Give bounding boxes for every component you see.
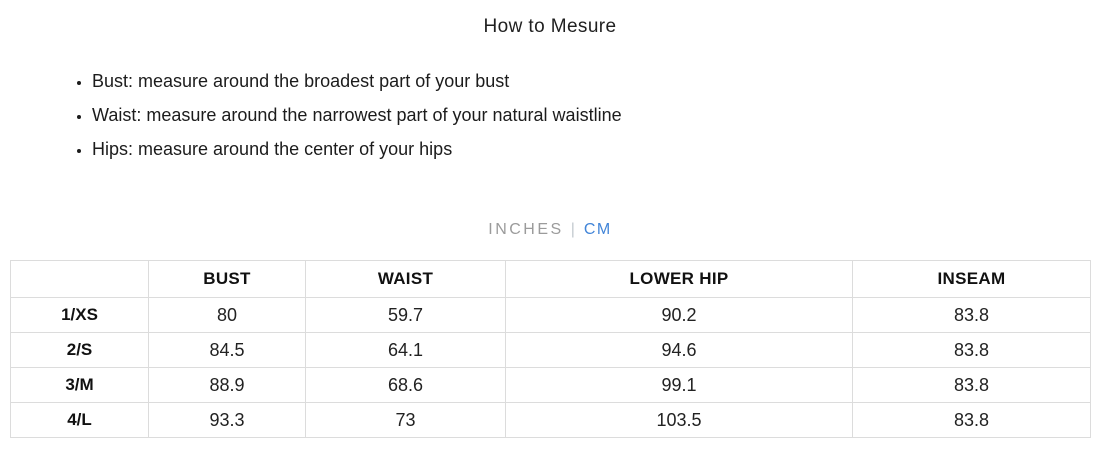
size-label: 4/L <box>10 402 149 438</box>
unit-option-cm[interactable]: CM <box>583 221 612 238</box>
instruction-item-hips: Hips: measure around the center of your … <box>92 138 1100 161</box>
table-row-3m: 3/M 88.9 68.6 99.1 83.8 <box>10 367 1091 403</box>
waist-value: 73 <box>305 402 506 438</box>
unit-toggle: INCHES | CM <box>0 221 1100 239</box>
size-label: 2/S <box>10 332 149 368</box>
bust-value: 84.5 <box>148 332 306 368</box>
header-bust: BUST <box>148 260 306 298</box>
unit-toggle-separator: | <box>570 221 575 238</box>
header-waist: WAIST <box>305 260 506 298</box>
header-lower-hip: LOWER HIP <box>505 260 853 298</box>
lower-hip-value: 99.1 <box>505 367 853 403</box>
lower-hip-value: 90.2 <box>505 297 853 333</box>
size-label: 1/XS <box>10 297 149 333</box>
waist-value: 64.1 <box>305 332 506 368</box>
table-row-1xs: 1/XS 80 59.7 90.2 83.8 <box>10 297 1091 333</box>
inseam-value: 83.8 <box>852 297 1091 333</box>
header-size-empty <box>10 260 149 298</box>
waist-value: 68.6 <box>305 367 506 403</box>
size-chart-table: BUST WAIST LOWER HIP INSEAM 1/XS 80 59.7… <box>10 260 1091 438</box>
unit-option-inches[interactable]: INCHES <box>488 221 564 238</box>
inseam-value: 83.8 <box>852 367 1091 403</box>
table-row-4l: 4/L 93.3 73 103.5 83.8 <box>10 402 1091 438</box>
size-guide-page: How to Mesure Bust: measure around the b… <box>0 16 1100 475</box>
page-title: How to Mesure <box>483 16 617 37</box>
inseam-value: 83.8 <box>852 332 1091 368</box>
size-label: 3/M <box>10 367 149 403</box>
header-inseam: INSEAM <box>852 260 1091 298</box>
bust-value: 80 <box>148 297 306 333</box>
lower-hip-value: 103.5 <box>505 402 853 438</box>
instruction-item-bust: Bust: measure around the broadest part o… <box>92 70 1100 93</box>
inseam-value: 83.8 <box>852 402 1091 438</box>
table-row-2s: 2/S 84.5 64.1 94.6 83.8 <box>10 332 1091 368</box>
bust-value: 93.3 <box>148 402 306 438</box>
bust-value: 88.9 <box>148 367 306 403</box>
lower-hip-value: 94.6 <box>505 332 853 368</box>
instruction-item-waist: Waist: measure around the narrowest part… <box>92 104 1100 127</box>
waist-value: 59.7 <box>305 297 506 333</box>
measure-instructions-list: Bust: measure around the broadest part o… <box>0 70 1100 161</box>
table-header-row: BUST WAIST LOWER HIP INSEAM <box>10 260 1091 298</box>
